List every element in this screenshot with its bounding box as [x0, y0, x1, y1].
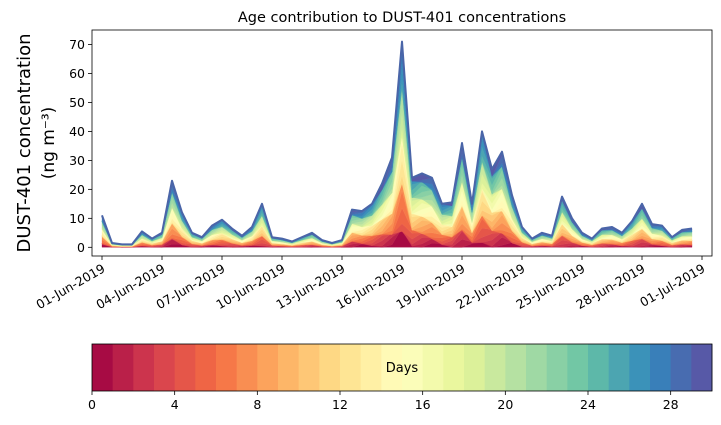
colorbar-bin-0 [92, 344, 114, 391]
colorbar-bin-23 [567, 344, 589, 391]
colorbar-bin-3 [154, 344, 176, 391]
colorbar-bin-7 [236, 344, 258, 391]
y-tick-label: 20 [69, 182, 85, 197]
y-tick-label: 10 [69, 211, 85, 226]
colorbar-bin-22 [546, 344, 568, 391]
colorbar-ticks: 0 4 8 12 16 20 24 28 [88, 391, 679, 412]
colorbar-bin-21 [526, 344, 548, 391]
colorbar [92, 344, 713, 391]
colorbar-bin-12 [340, 344, 362, 391]
colorbar-bin-27 [650, 344, 672, 391]
colorbar-tick-label: 0 [88, 397, 96, 412]
colorbar-bin-10 [298, 344, 320, 391]
x-tick-label: 28-Jun-2019 [573, 261, 647, 312]
colorbar-bin-18 [464, 344, 486, 391]
colorbar-bin-24 [588, 344, 610, 391]
colorbar-bin-4 [174, 344, 196, 391]
colorbar-bin-20 [505, 344, 527, 391]
colorbar-bin-13 [360, 344, 382, 391]
y-tick-label: 70 [69, 37, 85, 52]
y-axis: 0 10 20 30 40 50 60 70 [69, 37, 92, 255]
x-tick-label: 01-Jul-2019 [637, 261, 707, 310]
stacked-areas [101, 41, 693, 248]
colorbar-bin-19 [484, 344, 506, 391]
x-axis: 01-Jun-201904-Jun-201907-Jun-201910-Jun-… [33, 256, 708, 312]
colorbar-bin-8 [257, 344, 279, 391]
colorbar-tick-label: 4 [171, 397, 179, 412]
colorbar-tick-label: 8 [253, 397, 261, 412]
colorbar-bin-25 [608, 344, 630, 391]
y-tick-label: 40 [69, 124, 85, 139]
colorbar-tick-label: 24 [580, 397, 596, 412]
colorbar-bin-11 [319, 344, 341, 391]
colorbar-bin-14 [381, 344, 403, 391]
colorbar-frame [91, 343, 713, 392]
colorbar-bin-6 [216, 344, 238, 391]
total-concentration-line [101, 40, 693, 246]
colorbar-tick-label: 12 [332, 397, 348, 412]
chart-title: Age contribution to DUST-401 concentrati… [238, 10, 566, 26]
colorbar-tick-label: 28 [663, 397, 679, 412]
y-tick-label: 60 [69, 66, 85, 81]
colorbar-bin-5 [195, 344, 217, 391]
colorbar-bin-15 [402, 344, 424, 391]
y-axis-label-unit: (ng m⁻³) [39, 107, 59, 180]
colorbar-tick-label: 20 [497, 397, 513, 412]
colorbar-bin-17 [443, 344, 465, 391]
colorbar-bin-26 [629, 344, 651, 391]
colorbar-bin-29 [691, 344, 713, 391]
colorbar-bin-16 [422, 344, 444, 391]
y-tick-label: 50 [69, 95, 85, 110]
colorbar-bin-1 [112, 344, 134, 391]
y-tick-label: 30 [69, 153, 85, 168]
colorbar-bin-9 [278, 344, 300, 391]
colorbar-bin-28 [670, 344, 692, 391]
colorbar-tick-label: 16 [415, 397, 431, 412]
y-tick-label: 0 [77, 240, 85, 255]
colorbar-bin-2 [133, 344, 155, 391]
colorbar-label: Days [386, 361, 419, 376]
y-axis-label-main: DUST-401 concentration [14, 33, 35, 252]
